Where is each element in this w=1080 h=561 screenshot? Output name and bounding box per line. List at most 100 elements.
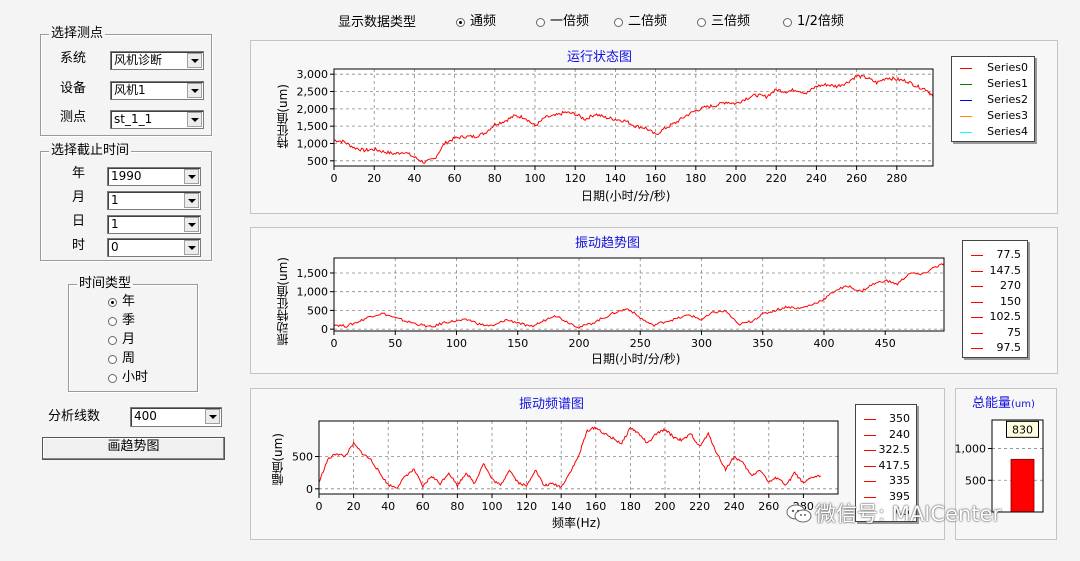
- time-type-title: 时间类型: [77, 276, 134, 292]
- x-tick-label: 220: [766, 172, 787, 185]
- x-tick-label: 400: [813, 337, 834, 350]
- x-tick-label: 50: [388, 337, 402, 350]
- x-tick-label: 180: [685, 172, 706, 185]
- radio-button-icon[interactable]: [108, 316, 117, 326]
- legend-item: 97.5: [963, 340, 1027, 356]
- day-select[interactable]: 1: [107, 215, 201, 234]
- legend-swatch: [960, 100, 972, 101]
- x-tick-label: 80: [488, 172, 502, 185]
- radio-button-icon[interactable]: [108, 335, 117, 345]
- legend-swatch: [971, 286, 983, 287]
- x-tick-label: 60: [448, 172, 462, 185]
- data-type-radio-4[interactable]: 1/2倍频: [783, 14, 844, 30]
- chevron-down-icon[interactable]: [187, 53, 202, 68]
- plot-area: [319, 421, 838, 494]
- plot-frame: [333, 68, 934, 167]
- data-type-radio-0[interactable]: 通频: [456, 14, 496, 30]
- legend-item: Series3: [952, 108, 1034, 124]
- legend-item: 102.5: [963, 309, 1027, 325]
- data-type-option-label: 一倍频: [550, 14, 590, 29]
- legend-label: 97.5: [996, 341, 1022, 354]
- x-tick-label: 140: [605, 172, 626, 185]
- value-label: 830: [1012, 423, 1033, 436]
- chevron-down-icon[interactable]: [187, 112, 202, 127]
- legend-item: 150: [963, 294, 1027, 310]
- data-type-radio-3[interactable]: 三倍频: [697, 14, 750, 30]
- legend-label: 147.5: [989, 263, 1022, 277]
- legend-item: 335: [856, 473, 916, 489]
- hour-select[interactable]: 0: [107, 238, 201, 257]
- legend-swatch: [864, 481, 876, 482]
- legend-label: 102.5: [989, 310, 1022, 323]
- hour-select-value: 0: [111, 240, 119, 254]
- legend-item: 417.5: [856, 458, 916, 474]
- radio-button-icon[interactable]: [108, 297, 117, 307]
- data-type-radio-1[interactable]: 一倍频: [536, 14, 589, 30]
- chevron-down-icon[interactable]: [184, 217, 199, 232]
- spectrum-chart-legend: 350 240 322.5 417.5 335 395 7.5: [855, 404, 917, 522]
- device-select[interactable]: 风机1: [110, 81, 204, 100]
- watermark-text: 微信号: MAICenter: [815, 502, 1002, 526]
- month-select-value: 1: [111, 193, 119, 207]
- x-tick-label: 80: [450, 500, 464, 513]
- draw-trend-button[interactable]: 画趋势图: [42, 437, 225, 460]
- radio-button-icon[interactable]: [456, 17, 465, 27]
- day-label: 日: [72, 214, 86, 229]
- system-select[interactable]: 风机诊断: [110, 51, 204, 70]
- time-type-option-label: 小时: [122, 370, 149, 385]
- radio-button-icon[interactable]: [108, 373, 117, 383]
- time-type-radio-1[interactable]: 季: [108, 313, 135, 329]
- x-tick-label: 60: [416, 500, 430, 513]
- analysis-lines-value: 400: [134, 409, 157, 423]
- legend-item: Series2: [952, 92, 1034, 108]
- time-type-option-label: 年: [122, 294, 136, 309]
- y-tick-label: 2,000: [297, 103, 329, 116]
- legend-label: Series0: [987, 61, 1028, 74]
- hour-label: 时: [72, 238, 86, 253]
- legend-swatch: [971, 270, 983, 272]
- analysis-lines-select[interactable]: 400: [130, 407, 222, 427]
- time-type-option-label: 月: [122, 332, 136, 347]
- radio-button-icon[interactable]: [697, 17, 706, 27]
- time-type-radio-4[interactable]: 小时: [108, 370, 148, 386]
- trend-chart-title: 振动趋势图: [575, 236, 641, 251]
- radio-button-icon[interactable]: [536, 17, 545, 27]
- x-tick-label: 200: [726, 172, 747, 185]
- trend-chart-legend: 77.5 147.5 270 150 102.5 75 97.5: [962, 240, 1028, 358]
- radio-button-icon[interactable]: [108, 354, 117, 364]
- time-type-radio-2[interactable]: 月: [108, 332, 135, 348]
- time-type-group: 时间类型: [68, 276, 198, 392]
- chevron-down-icon[interactable]: [184, 169, 199, 184]
- y-tick-label: 2,500: [297, 86, 329, 99]
- status-chart-xlabel: 日期(小时/分/秒): [581, 189, 671, 203]
- month-select[interactable]: 1: [107, 191, 201, 210]
- legend-label: 77.5: [996, 248, 1022, 261]
- time-type-radio-3[interactable]: 周: [108, 351, 135, 367]
- radio-button-icon[interactable]: [614, 17, 623, 27]
- y-tick-label: 500: [307, 155, 328, 168]
- chevron-down-icon[interactable]: [184, 240, 199, 255]
- series-line: [318, 426, 822, 489]
- chevron-down-icon[interactable]: [184, 193, 199, 208]
- plot-area: [334, 258, 944, 331]
- x-tick-label: 260: [758, 500, 779, 513]
- x-tick-label: 20: [367, 172, 381, 185]
- year-select[interactable]: 1990: [107, 167, 201, 186]
- status-chart-title: 运行状态图: [567, 50, 633, 65]
- data-type-radio-2[interactable]: 二倍频: [614, 14, 667, 30]
- energy-bar: [1010, 458, 1035, 513]
- legend-label: Series1: [987, 77, 1028, 90]
- legend-item: 77.5: [963, 247, 1027, 263]
- system-label: 系统: [60, 51, 87, 66]
- chevron-down-icon[interactable]: [205, 409, 220, 424]
- time-type-radio-0[interactable]: 年: [108, 294, 135, 310]
- legend-label: 322.5: [878, 443, 911, 456]
- point-select[interactable]: st_1_1: [110, 110, 204, 129]
- y-tick-label: 0: [306, 483, 313, 496]
- chevron-down-icon[interactable]: [187, 83, 202, 98]
- x-tick-label: 250: [630, 337, 651, 350]
- radio-button-icon[interactable]: [783, 17, 792, 27]
- legend-item: 147.5: [963, 263, 1027, 279]
- x-tick-label: 300: [691, 337, 712, 350]
